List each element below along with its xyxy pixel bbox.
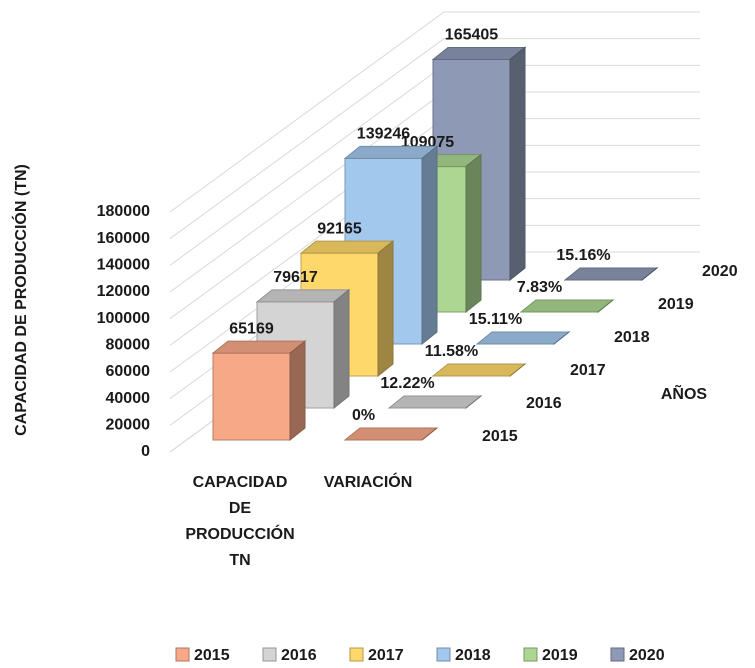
legend-label: 2017	[368, 647, 404, 664]
value-label: 15.16%	[556, 247, 610, 264]
bar-side	[597, 298, 614, 314]
depth-tick-label: 2016	[526, 395, 562, 412]
legend-swatch	[436, 647, 451, 662]
bar-top	[343, 145, 439, 159]
legend-label: 2016	[281, 647, 317, 664]
bar-top	[387, 395, 483, 409]
value-label: 79617	[273, 269, 318, 286]
x-tick-label: VARIACIÓN	[324, 472, 413, 491]
value-label: 11.58%	[425, 343, 478, 360]
legend-label: 2018	[455, 647, 491, 664]
bar-top	[211, 340, 307, 354]
bar-top	[255, 289, 351, 303]
legend-label: 2019	[542, 647, 578, 664]
y-tick-label: 160000	[97, 230, 150, 247]
bar-side	[289, 340, 306, 442]
legend-swatch	[175, 647, 190, 662]
bar-front	[212, 352, 291, 441]
bar-top	[475, 331, 571, 345]
bar	[387, 394, 483, 410]
x-tick-line: DE	[229, 500, 252, 517]
bar	[343, 427, 439, 441]
x-tick-line: CAPACIDAD	[193, 474, 288, 491]
bar-top	[343, 427, 439, 441]
x-tick-line: PRODUCCIÓN	[185, 524, 294, 543]
legend-label: 2020	[629, 647, 665, 664]
bar-side	[465, 394, 482, 410]
bar-side	[421, 145, 438, 346]
value-label: 15.11%	[469, 311, 522, 328]
bar	[563, 266, 659, 282]
y-tick-label: 100000	[97, 310, 150, 327]
bar-side	[333, 288, 350, 410]
y-tick-label: 80000	[106, 337, 151, 354]
value-label: 139246	[357, 126, 410, 143]
depth-tick-label: 2019	[658, 296, 694, 313]
x-tick-line: TN	[229, 552, 250, 569]
bar-top	[563, 267, 659, 281]
bar-side	[421, 427, 438, 441]
value-label: 12.22%	[380, 375, 434, 392]
value-label: 0%	[352, 407, 375, 424]
y-tick-label: 60000	[106, 363, 151, 380]
y-tick-label: 120000	[97, 283, 150, 300]
depth-tick-label: 2017	[570, 362, 606, 379]
legend-label: 2015	[194, 647, 230, 664]
legend-swatch	[610, 647, 625, 662]
bar-side	[509, 46, 526, 282]
value-label: 7.83%	[517, 279, 562, 296]
bar-top	[519, 299, 615, 313]
bar-side	[377, 240, 394, 378]
grid-line	[169, 11, 700, 213]
bar	[211, 340, 307, 442]
y-tick-label: 0	[141, 443, 150, 460]
bar-side	[641, 266, 658, 282]
bar	[431, 362, 527, 378]
value-label: 92165	[317, 220, 362, 237]
value-label: 165405	[445, 27, 498, 44]
y-tick-label: 140000	[97, 257, 150, 274]
y-tick-label: 20000	[106, 417, 151, 434]
legend-swatch	[262, 647, 277, 662]
bar-side	[509, 362, 526, 378]
bar-top	[299, 240, 395, 254]
legend-swatch	[523, 647, 538, 662]
depth-tick-label: 2020	[702, 263, 738, 280]
bar-top	[431, 46, 527, 60]
bar-side	[553, 330, 570, 346]
depth-tick-label: 2018	[614, 329, 650, 346]
value-label: 65169	[229, 320, 274, 337]
depth-axis-label: AÑOS	[661, 383, 708, 403]
legend-swatch	[349, 647, 364, 662]
y-tick-label: 40000	[106, 390, 151, 407]
depth-tick-label: 2015	[482, 428, 518, 445]
x-tick-label: CAPACIDAD DE PRODUCCIÓN TN	[185, 474, 294, 569]
y-axis-label: CAPACIDAD DE PRODUCCIÓN (TN)	[11, 164, 30, 436]
bar-side	[465, 153, 482, 314]
bar-top	[431, 363, 527, 377]
y-tick-label: 180000	[97, 203, 150, 220]
bar	[475, 330, 571, 346]
grid-line	[169, 38, 700, 240]
bar	[519, 298, 615, 314]
